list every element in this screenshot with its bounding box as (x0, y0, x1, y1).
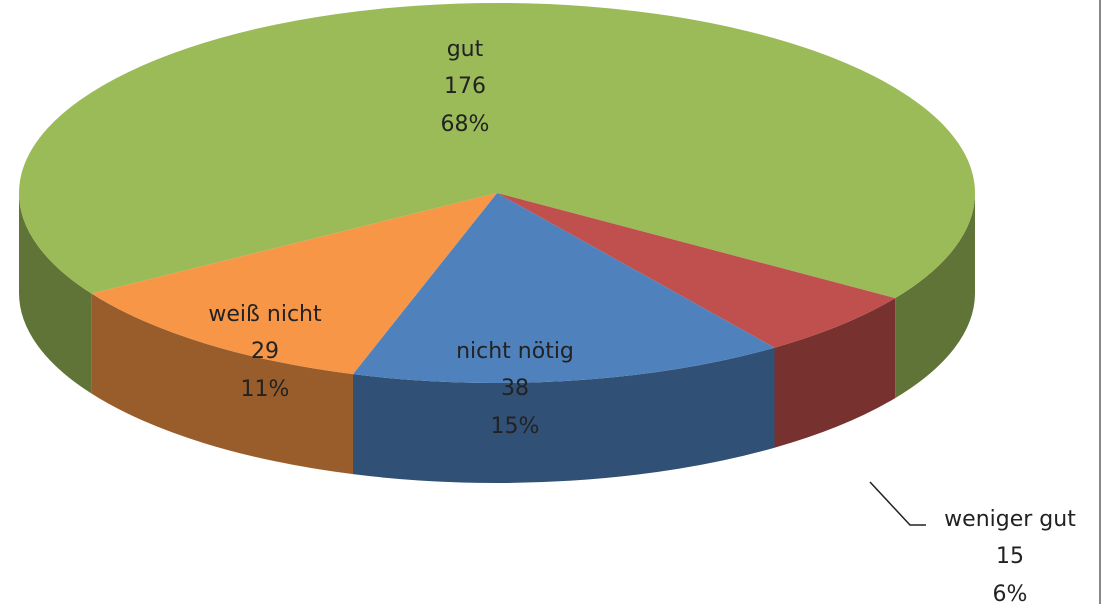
pie-side (18, 193, 92, 394)
label-value: 29 (251, 339, 279, 364)
pie-side (895, 193, 975, 399)
label-value: 38 (501, 376, 529, 401)
label-value: 176 (444, 74, 486, 99)
pie-tops (18, 3, 976, 383)
pie-slice (352, 193, 775, 383)
leader-line (869, 481, 926, 526)
data-labels: gut 176 68% weniger gut 15 6% nicht nötig 38 15%… (208, 37, 1076, 604)
pie-slice (18, 3, 976, 299)
pie-side (91, 293, 353, 475)
label-category: nicht nötig (456, 339, 574, 364)
pie-sides (18, 193, 975, 483)
pie-side (352, 347, 775, 483)
pie-side (774, 298, 896, 448)
pie-slice (91, 193, 498, 375)
label-category: weiß nicht (208, 302, 322, 327)
label-category: gut (447, 37, 484, 62)
pie-slice (497, 193, 896, 348)
label-category: weniger gut (944, 507, 1076, 532)
label-percent: 68% (441, 112, 490, 137)
label-percent: 11% (241, 377, 290, 402)
label-percent: 15% (491, 414, 540, 439)
label-value: 15 (996, 544, 1024, 569)
label-percent: 6% (993, 582, 1028, 604)
